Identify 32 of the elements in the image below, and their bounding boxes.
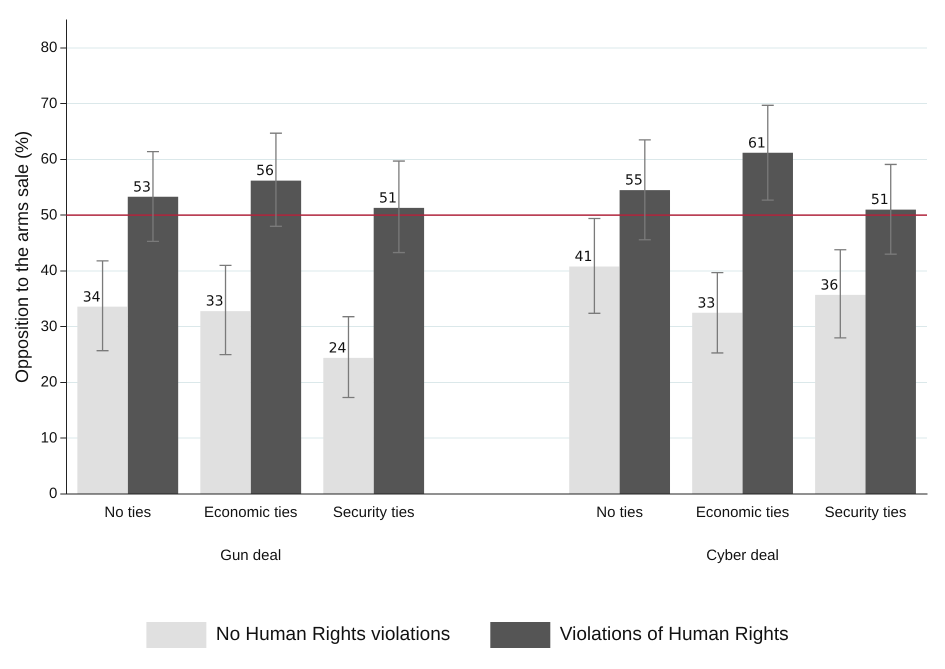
legend-label: No Human Rights violations xyxy=(216,624,450,646)
y-tick-label: 20 xyxy=(40,374,58,391)
y-tick-label: 80 xyxy=(40,39,58,56)
data-label: 56 xyxy=(256,163,274,180)
data-label: 55 xyxy=(624,172,643,189)
y-tick-label: 0 xyxy=(48,485,58,502)
x-tick-label: No ties xyxy=(596,504,643,522)
y-axis-title: Opposition to the arms sale (%) xyxy=(12,130,32,384)
data-label: 33 xyxy=(206,294,224,310)
x-tick-label: Security ties xyxy=(824,504,906,522)
y-tick-label: 30 xyxy=(40,318,58,335)
data-label: 34 xyxy=(82,289,101,306)
y-tick-label: 10 xyxy=(40,429,58,446)
legend-label: Violations of Human Rights xyxy=(560,624,789,646)
y-tick-label: 50 xyxy=(40,206,58,224)
data-label: 61 xyxy=(748,135,766,152)
data-label: 53 xyxy=(133,179,151,196)
y-tick-label: 40 xyxy=(40,262,58,280)
y-tick-label: 70 xyxy=(40,94,58,112)
data-label: 51 xyxy=(870,192,889,208)
x-tick-label: Economic ties xyxy=(696,504,790,522)
data-label: 51 xyxy=(379,190,397,207)
text: Cyber deal xyxy=(706,547,779,564)
data-label: 36 xyxy=(820,278,838,294)
text: Gun deal xyxy=(220,547,282,564)
x-tick-label: Economic ties xyxy=(204,504,298,522)
x-tick-label: Security ties xyxy=(332,504,415,522)
y-tick-label: 60 xyxy=(40,150,58,168)
x-tick-label: No ties xyxy=(104,504,152,522)
data-label: 24 xyxy=(328,340,347,357)
data-label: 33 xyxy=(698,295,716,312)
data-label: 41 xyxy=(574,249,592,266)
